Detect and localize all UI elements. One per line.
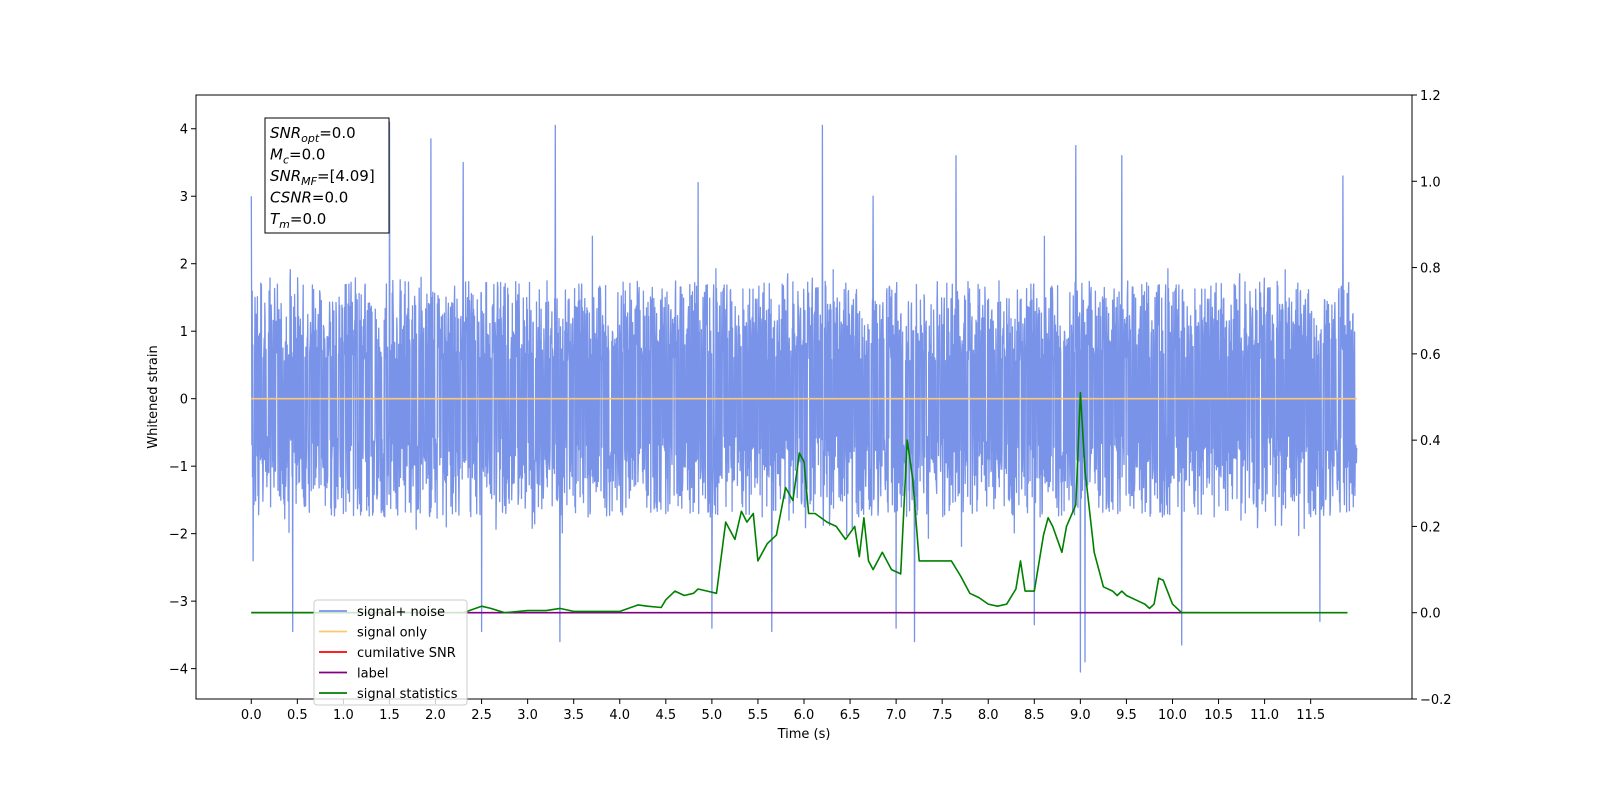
x-axis-label: Time (s) [777, 727, 831, 742]
legend-label: signal only [357, 626, 427, 641]
x-tick-label: 3.5 [563, 708, 584, 723]
y-axis-right: 1.2 1.0 0.8 0.6 0.4 0.2 0.0 −0.2 [1412, 89, 1452, 708]
legend-label: signal statistics [357, 687, 458, 702]
y2-tick-label: 1.0 [1420, 175, 1441, 190]
y-tick-label: −2 [169, 528, 188, 543]
legend-label: label [357, 667, 388, 682]
x-tick-label: 4.5 [655, 708, 676, 723]
y-axis-left: 4 3 2 1 0 −1 −2 −3 −4 [169, 123, 196, 678]
legend-frame [313, 599, 468, 706]
y-tick-label: 0 [180, 393, 188, 408]
y2-tick-label: 0.6 [1420, 348, 1441, 363]
annotation-line: Tm=0.0 [270, 210, 326, 231]
x-tick-label: 2.0 [425, 708, 446, 723]
x-tick-label: 11.0 [1250, 708, 1279, 723]
x-tick-label: 2.5 [471, 708, 492, 723]
x-tick-label: 11.5 [1296, 708, 1325, 723]
x-tick-label: 7.5 [932, 708, 953, 723]
series-signal-statistics-line [251, 391, 1348, 614]
x-tick-label: 9.0 [1070, 708, 1091, 723]
x-tick-label: 4.0 [609, 708, 630, 723]
x-tick-label: 10.5 [1204, 708, 1233, 723]
series-signal-noise-line [250, 121, 1358, 673]
x-tick-label: 1.0 [333, 708, 354, 723]
x-tick-label: 0.5 [287, 708, 308, 723]
x-tick-label: 6.5 [840, 708, 861, 723]
y-tick-label: 1 [180, 325, 188, 340]
y2-tick-label: −0.2 [1420, 693, 1452, 708]
y2-tick-label: 1.2 [1420, 89, 1441, 104]
x-tick-label: 9.5 [1116, 708, 1137, 723]
legend: signal+ noise signal only cumilative SNR la… [313, 599, 468, 706]
y-axis-label: Whitened strain [146, 345, 161, 448]
x-tick-label: 5.5 [748, 708, 769, 723]
y2-tick-label: 0.8 [1420, 262, 1441, 277]
x-tick-label: 0.0 [241, 708, 262, 723]
y-tick-label: −4 [169, 663, 188, 678]
annotation-line: SNRopt=0.0 [270, 124, 356, 145]
x-tick-label: 8.5 [1024, 708, 1045, 723]
y2-tick-label: 0.4 [1420, 434, 1441, 449]
x-tick-label: 1.5 [379, 708, 400, 723]
y-tick-label: 4 [180, 123, 188, 138]
y2-tick-label: 0.0 [1420, 607, 1441, 622]
y-tick-label: 3 [180, 190, 188, 205]
y-tick-label: 2 [180, 258, 188, 273]
x-axis: 0.0 0.5 1.0 1.5 2.0 2.5 3.0 3.5 4.0 4.5 5.0 5.5 6.0 6… [241, 699, 1325, 723]
y2-tick-label: 0.2 [1420, 520, 1441, 535]
legend-label: cumilative SNR [357, 646, 456, 661]
x-tick-label: 8.0 [978, 708, 999, 723]
x-tick-label: 7.0 [886, 708, 907, 723]
data-layer [250, 121, 1358, 673]
annotation-line: SNRMF=[4.09] [270, 167, 375, 188]
legend-entries: signal+ noise signal only cumilative SNR la… [319, 605, 458, 702]
x-tick-label: 5.0 [702, 708, 723, 723]
x-tick-label: 10.0 [1158, 708, 1187, 723]
annotation-line: Mc=0.0 [270, 146, 325, 167]
annotation-frame [264, 117, 390, 234]
y-tick-label: −3 [169, 595, 188, 610]
y-tick-label: −1 [169, 460, 188, 475]
x-tick-label: 3.0 [517, 708, 538, 723]
x-tick-label: 6.0 [794, 708, 815, 723]
annotation-line: CSNR=0.0 [270, 189, 348, 207]
legend-label: signal+ noise [357, 605, 445, 620]
